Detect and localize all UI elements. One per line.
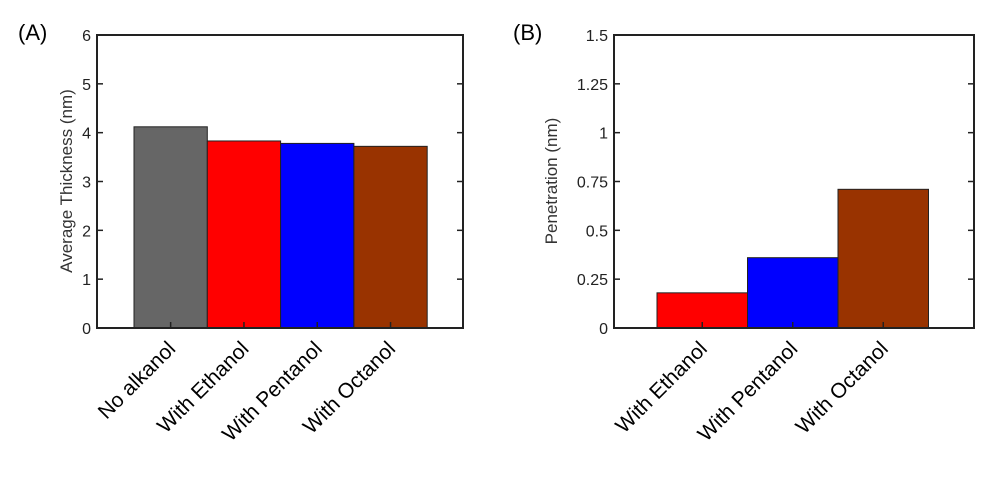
y-tick-label: 2	[82, 223, 91, 240]
y-tick-label: 1.25	[577, 77, 608, 94]
y-tick-label: 0	[82, 321, 91, 338]
bar-with-octanol	[837, 188, 929, 329]
panel-b: (B) 0 0.25 0.5 0.75 1 1.25 1.5 With Ethanol With …	[513, 20, 975, 446]
y-axis-label: Average Thickness (nm)	[57, 89, 76, 273]
bar-no-alkanol	[133, 126, 208, 329]
y-tick-label: 1	[599, 126, 608, 143]
y-tick-label: 1.5	[586, 28, 608, 45]
bar-with-pentanol	[280, 142, 355, 329]
y-tick-label: 4	[82, 126, 91, 143]
bar-with-octanol	[353, 145, 428, 329]
y-tick-label: 0.25	[577, 272, 608, 289]
bar-with-pentanol	[747, 257, 839, 329]
x-tick-label: With Ethanol	[611, 337, 711, 437]
y-tick-label: 5	[82, 77, 91, 94]
panel-label: (B)	[513, 20, 542, 45]
y-tick-label: 0.5	[586, 223, 608, 240]
y-tick-label: 1	[82, 272, 91, 289]
y-axis-label: Penetration (nm)	[542, 118, 561, 245]
y-tick-label: 6	[82, 28, 91, 45]
y-tick-label: 0.75	[577, 175, 608, 192]
panel-label: (A)	[18, 20, 47, 45]
bar-with-ethanol	[206, 140, 282, 329]
x-tick-label: With Octanol	[792, 337, 893, 438]
y-tick-label: 3	[82, 175, 91, 192]
y-tick-label: 0	[599, 321, 608, 338]
